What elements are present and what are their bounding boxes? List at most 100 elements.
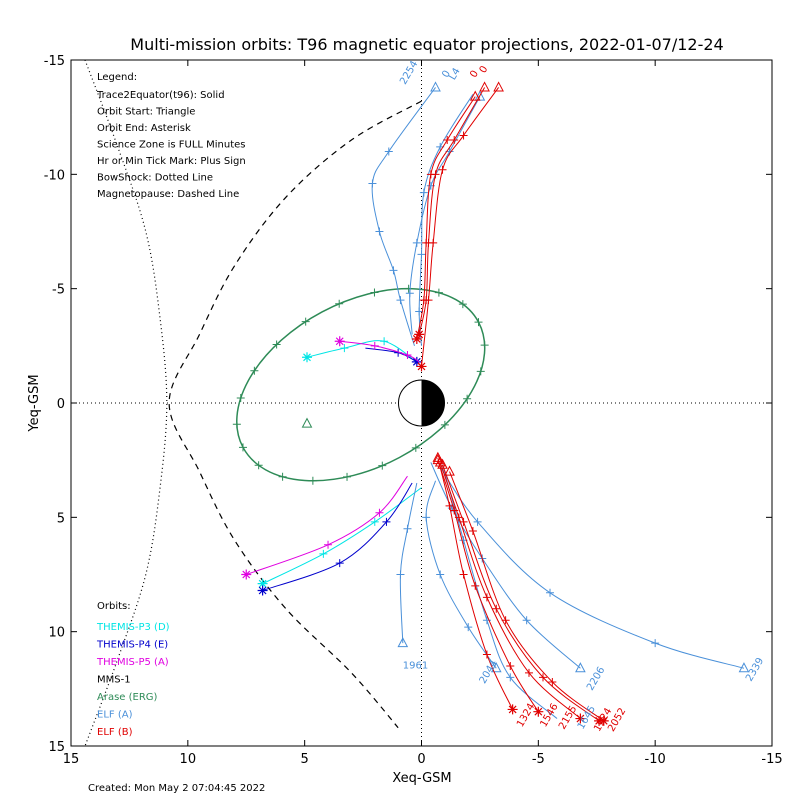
orbit-tick-mark xyxy=(539,673,548,682)
orbit-tick-mark xyxy=(405,289,414,298)
arase-tick-mark xyxy=(378,461,387,470)
orbit-time-label: 0 xyxy=(440,69,453,80)
arase-tick-mark xyxy=(335,299,344,308)
orbit-tick-mark xyxy=(375,508,384,517)
arase-tick-mark xyxy=(301,317,310,326)
arase-tick-mark xyxy=(411,443,420,452)
orbit-trace xyxy=(409,96,481,335)
orbit-tick-mark xyxy=(422,513,431,522)
y-tick-label: 5 xyxy=(57,511,65,526)
orbit-tick-mark xyxy=(468,527,477,536)
orbit-tick-mark xyxy=(445,501,454,510)
orbit-time-label: 1961 xyxy=(403,660,428,671)
orbit-end-marker xyxy=(738,662,750,673)
orbit-tick-mark xyxy=(459,517,468,526)
x-tick-label: 10 xyxy=(180,752,197,767)
orbit-tick-mark xyxy=(506,661,515,670)
orbit-segment-12 xyxy=(439,466,750,673)
orbit-segment-6 xyxy=(368,81,441,346)
orbit-tick-mark xyxy=(482,593,491,602)
orbit-tick-mark xyxy=(375,227,384,236)
orbit-tick-mark xyxy=(370,341,379,350)
legend-line: Orbit End: Asterisk xyxy=(97,123,191,134)
orbit-trace xyxy=(306,340,420,365)
orbit-tick-mark xyxy=(473,517,482,526)
orbit-tick-mark xyxy=(417,250,426,259)
orbit-time-label: 2254 xyxy=(398,59,420,87)
orbit-trace xyxy=(442,464,558,719)
y-tick-label: 15 xyxy=(48,740,65,755)
orbit-segment-19 xyxy=(434,456,586,724)
orbit-trace xyxy=(421,87,500,367)
arase-tick-mark xyxy=(232,420,241,429)
orbit-legend-entry: ELF (B) xyxy=(97,727,133,738)
orbit-legend-entry: ELF (A) xyxy=(97,710,133,721)
orbit-legend: Orbits: THEMIS-P3 (D) THEMIS-P4 (E) THEMIS… xyxy=(96,601,170,738)
orbit-tick-mark xyxy=(319,549,328,558)
orbit-end-marker xyxy=(411,356,422,367)
orbit-tick-mark xyxy=(492,604,501,613)
arase-tick-mark xyxy=(272,340,281,349)
axis-ticks: 15 10 5 0 -5 -10 -15 -15 -10 -5 0 5 10 15 xyxy=(44,54,783,767)
orbit-start-marker xyxy=(334,336,345,347)
orbit-start-marker xyxy=(302,352,313,363)
orbit-segment-2 xyxy=(365,347,422,367)
orbit-tick-mark xyxy=(368,179,377,188)
orbit-segment-16 xyxy=(416,81,504,372)
orbit-trace xyxy=(449,471,605,722)
orbit-legend-entry: THEMIS-P4 (E) xyxy=(96,640,168,651)
orbit-tick-mark xyxy=(436,570,445,579)
arase-orbit xyxy=(232,284,489,485)
arase-tick-mark xyxy=(250,366,259,375)
orbit-tick-mark xyxy=(459,131,468,140)
orbit-segment-0 xyxy=(302,337,420,365)
orbit-tick-mark xyxy=(380,337,389,346)
orbit-tick-mark xyxy=(459,570,468,579)
arase-tick-mark xyxy=(278,472,287,481)
arase-orbit-path xyxy=(236,287,486,482)
legend-line: Hr or Min Tick Mark: Plus Sign xyxy=(97,156,246,167)
orbit-end-marker xyxy=(575,713,586,724)
legend-line: Orbit Start: Triangle xyxy=(97,107,195,118)
x-tick-label: -10 xyxy=(645,752,666,767)
orbit-time-label: 0 xyxy=(468,69,481,80)
orbit-segment-9 xyxy=(396,482,418,648)
arase-tick-mark xyxy=(343,472,352,481)
orbit-tick-mark xyxy=(403,524,412,533)
legend-line: BowShock: Dotted Line xyxy=(97,173,213,184)
created-timestamp: Created: Mon May 2 07:04:45 2022 xyxy=(88,783,265,794)
legend-line: Magnetopause: Dashed Line xyxy=(97,189,239,200)
orbit-tick-mark xyxy=(443,136,452,145)
orbit-start-marker xyxy=(444,465,455,476)
orbit-end-marker xyxy=(575,662,586,673)
orbit-end-marker xyxy=(411,333,422,344)
guide-lines xyxy=(71,59,772,747)
orbit-tick-mark xyxy=(651,639,660,648)
orbit-segment-4 xyxy=(334,336,420,363)
orbit-tick-mark xyxy=(438,165,447,174)
orbit-segment-10 xyxy=(422,480,502,673)
orbit-segment-8 xyxy=(415,94,474,346)
orbit-tick-mark xyxy=(431,170,440,179)
orbit-trace xyxy=(442,464,600,722)
orbit-tick-mark xyxy=(396,570,405,579)
orbit-start-marker xyxy=(469,90,481,101)
orbit-segment-7 xyxy=(405,90,486,335)
orbit-segment-3 xyxy=(257,482,413,596)
orbit-start-marker xyxy=(479,81,490,92)
orbit-tick-mark xyxy=(506,673,515,682)
orbit-tick-mark xyxy=(429,238,438,247)
orbit-trace xyxy=(371,87,436,346)
orbit-tick-mark xyxy=(384,147,393,156)
orbit-time-label: L4 xyxy=(447,66,462,82)
orbit-tick-mark xyxy=(482,616,491,625)
x-tick-label: -5 xyxy=(532,752,545,767)
y-tick-label: -10 xyxy=(44,168,65,183)
orbit-tick-mark xyxy=(396,296,405,305)
legend-line: Science Zone is FULL Minutes xyxy=(97,140,246,151)
orbit-end-marker xyxy=(257,585,268,596)
orbit-tick-mark xyxy=(464,623,473,632)
orbit-tick-mark xyxy=(501,616,510,625)
orbit-tick-mark xyxy=(335,559,344,568)
